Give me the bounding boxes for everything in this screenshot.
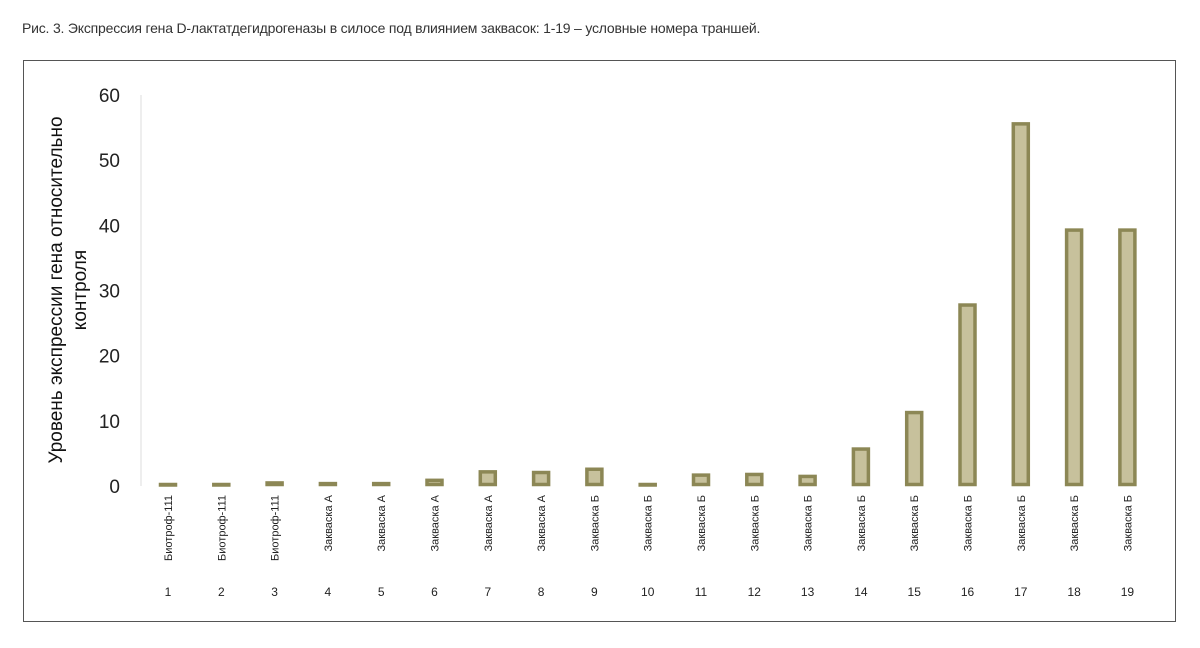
x-category-label: Закваска Б	[696, 495, 708, 551]
bar	[371, 481, 391, 487]
y-tick-label: 20	[99, 347, 120, 368]
x-category-label: Закваска Б	[803, 495, 815, 551]
x-number-label: 6	[431, 585, 438, 599]
x-category-label: Закваска А	[483, 494, 495, 551]
figure-caption: Рис. 3. Экспрессия гена D-лактатдегидрог…	[22, 20, 761, 36]
x-category-label: Биотроф-111	[163, 495, 175, 561]
x-number-label: 1	[165, 585, 172, 599]
x-number-label: 9	[591, 585, 598, 599]
x-category-label: Закваска Б	[749, 495, 761, 551]
y-tick-label: 40	[99, 216, 120, 237]
bar	[478, 470, 498, 487]
y-tick-label: 10	[99, 412, 120, 433]
x-category-label: Закваска Б	[1016, 495, 1028, 551]
bar	[212, 482, 231, 487]
bar	[1118, 228, 1137, 487]
x-category-label: Закваска А	[430, 494, 442, 551]
y-tick-label: 50	[99, 151, 120, 172]
x-category-label: Закваска А	[323, 494, 335, 551]
x-number-label: 5	[378, 585, 385, 599]
x-category-label: Закваска Б	[856, 495, 868, 551]
x-number-label: 19	[1121, 585, 1135, 599]
x-number-label: 2	[218, 585, 225, 599]
bar	[318, 481, 338, 487]
x-category-label: Закваска Б	[909, 495, 921, 551]
x-number-label: 16	[961, 585, 975, 599]
bar	[745, 472, 764, 487]
bar	[798, 474, 817, 487]
bar	[425, 478, 444, 487]
x-number-label: 4	[325, 585, 332, 599]
x-category-label: Закваска Б	[1122, 495, 1134, 551]
bar	[958, 303, 977, 487]
x-category-label: Биотроф-111	[216, 495, 228, 561]
bar	[158, 482, 178, 487]
bar	[531, 470, 551, 487]
y-axis-label: Уровень экспрессии гена относительно	[46, 116, 67, 463]
chart-frame	[23, 60, 1176, 622]
x-category-label: Закваска А	[536, 494, 548, 551]
x-category-label: Закваска Б	[963, 495, 975, 551]
x-category-label: Закваска Б	[1069, 495, 1081, 551]
x-category-label: Закваска А	[376, 494, 388, 551]
x-number-label: 18	[1067, 585, 1081, 599]
x-number-label: 7	[484, 585, 491, 599]
x-category-label: Закваска Б	[589, 495, 601, 551]
y-axis-label: контроля	[70, 250, 91, 330]
bar	[691, 473, 711, 487]
bar	[1011, 122, 1031, 487]
x-number-label: 3	[271, 585, 278, 599]
x-number-label: 14	[854, 585, 868, 599]
y-tick-label: 60	[99, 86, 120, 107]
x-number-label: 13	[801, 585, 815, 599]
x-number-label: 12	[748, 585, 762, 599]
x-number-label: 15	[908, 585, 922, 599]
bar	[904, 410, 924, 487]
x-number-label: 17	[1014, 585, 1028, 599]
x-category-label: Биотроф-111	[270, 495, 282, 561]
bar	[851, 447, 871, 487]
x-number-label: 11	[695, 585, 708, 599]
bar	[638, 482, 657, 487]
bar	[1064, 228, 1084, 487]
x-number-label: 10	[641, 585, 655, 599]
x-category-label: Закваска Б	[643, 495, 655, 551]
x-number-label: 8	[538, 585, 545, 599]
y-tick-label: 30	[99, 282, 120, 303]
bar	[585, 467, 604, 487]
bar	[265, 481, 284, 487]
y-tick-label: 0	[109, 477, 120, 498]
